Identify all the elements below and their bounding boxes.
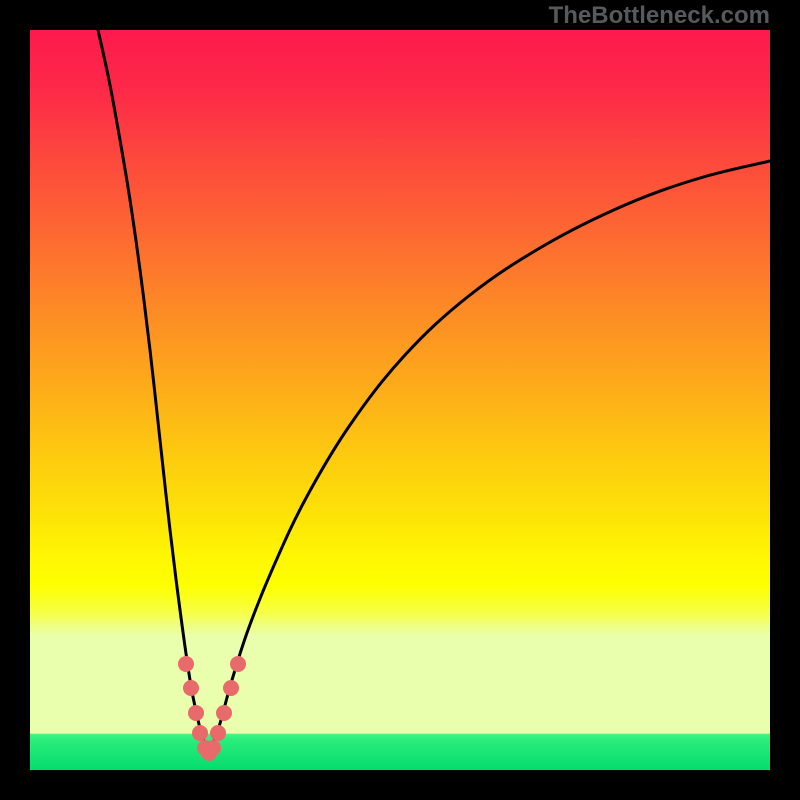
bottleneck-curve [98, 30, 770, 753]
marker-dot [183, 680, 199, 696]
marker-dot [216, 705, 232, 721]
marker-dot [223, 680, 239, 696]
watermark: TheBottleneck.com [549, 2, 770, 30]
marker-dot [188, 705, 204, 721]
marker-dot [205, 740, 221, 756]
marker-dot [230, 656, 246, 672]
marker-dot [210, 725, 226, 741]
marker-dot [178, 656, 194, 672]
curve-layer [0, 0, 800, 800]
marker-dot [192, 725, 208, 741]
